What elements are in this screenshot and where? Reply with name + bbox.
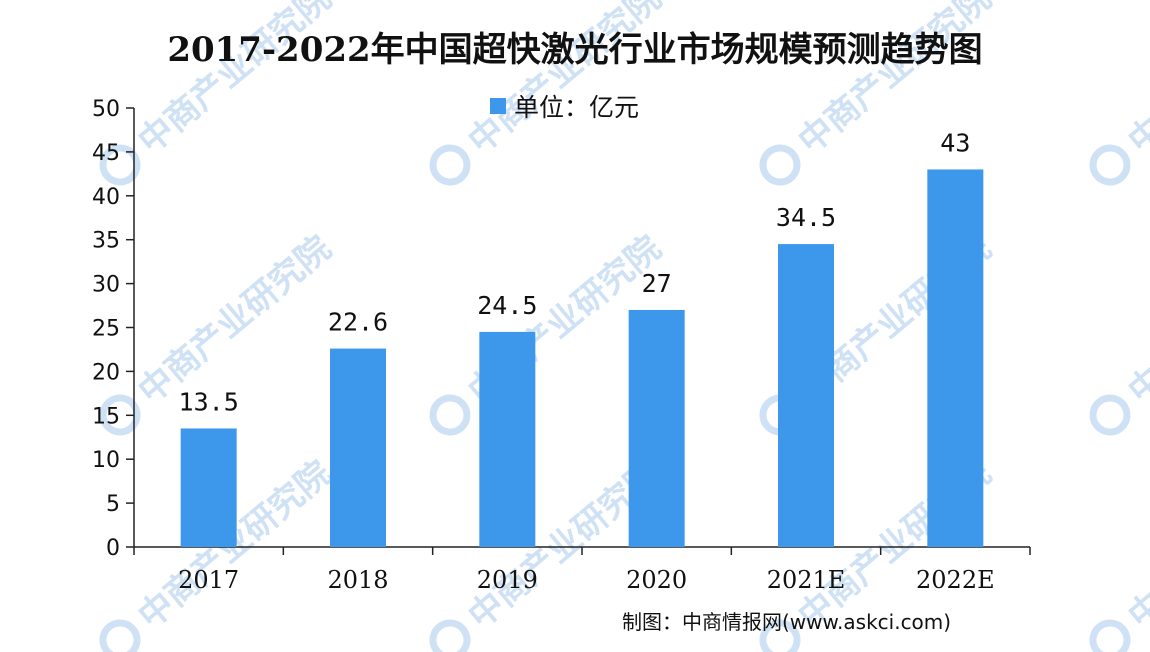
x-tick-label: 2022E	[916, 566, 995, 594]
watermark: 中商产业研究院	[1089, 453, 1150, 652]
data-label: 43	[940, 128, 970, 157]
bar	[628, 309, 685, 547]
axes: 0 5 10 15 20 25 30 35 40 45 50 2017 2018 2019 2020 2021…	[92, 97, 1031, 594]
y-tick-label: 40	[92, 185, 120, 210]
bar	[180, 428, 237, 547]
x-tick-label: 2020	[626, 566, 687, 594]
source-note: 制图：中商情报网(www.askci.com)	[622, 610, 952, 634]
watermark-logo-icon	[99, 394, 141, 436]
x-tick-label: 2017	[178, 566, 239, 594]
watermark-logo-icon	[1089, 619, 1131, 652]
legend-swatch	[490, 98, 506, 114]
y-tick-label: 15	[92, 404, 120, 429]
data-label: 22.6	[328, 308, 388, 337]
data-label: 24.5	[477, 291, 537, 320]
x-tick-label: 2018	[327, 566, 388, 594]
y-tick-label: 10	[92, 448, 120, 473]
watermark-logo-icon	[99, 619, 141, 652]
data-label: 34.5	[776, 203, 836, 232]
watermark-text: 中商产业研究院	[1121, 453, 1150, 637]
y-tick-label: 20	[92, 360, 120, 385]
watermark-logo-icon	[429, 619, 471, 652]
bar	[927, 169, 984, 547]
legend: 单位：亿元	[490, 88, 639, 124]
legend-label: 单位：亿元	[514, 93, 640, 122]
y-tick-label: 0	[106, 536, 120, 561]
y-tick-label: 45	[92, 141, 120, 166]
x-tick-label: 2019	[477, 566, 538, 594]
bar	[479, 331, 536, 547]
y-tick-label: 25	[92, 317, 120, 342]
bar	[330, 348, 386, 547]
watermark-text: 中商产业研究院	[131, 228, 339, 412]
x-tick-label: 2021E	[767, 566, 846, 594]
watermark-logo-icon	[759, 144, 801, 186]
bars	[180, 169, 984, 547]
watermark-logo-icon	[99, 144, 141, 186]
data-labels: 13.5 22.6 24.5 27 34.5 43	[179, 128, 971, 416]
watermark-logo-icon	[429, 394, 471, 436]
y-tick-label: 5	[106, 492, 120, 517]
bar	[778, 244, 834, 547]
watermark-text: 中商产业研究院	[1121, 228, 1150, 412]
watermark: 中商产业研究院	[1089, 228, 1150, 436]
chart-title: 2017-2022年中国超快激光行业市场规模预测趋势图	[167, 30, 983, 70]
watermark-logo-icon	[429, 144, 471, 186]
watermark-logo-icon	[1089, 394, 1131, 436]
watermark-logo-icon	[1089, 144, 1131, 186]
watermark-logo-icon	[759, 619, 801, 652]
y-tick-label: 35	[92, 229, 120, 254]
data-label: 13.5	[179, 387, 239, 416]
data-label: 27	[642, 269, 672, 298]
y-tick-label: 50	[92, 97, 120, 122]
y-tick-label: 30	[92, 273, 120, 298]
